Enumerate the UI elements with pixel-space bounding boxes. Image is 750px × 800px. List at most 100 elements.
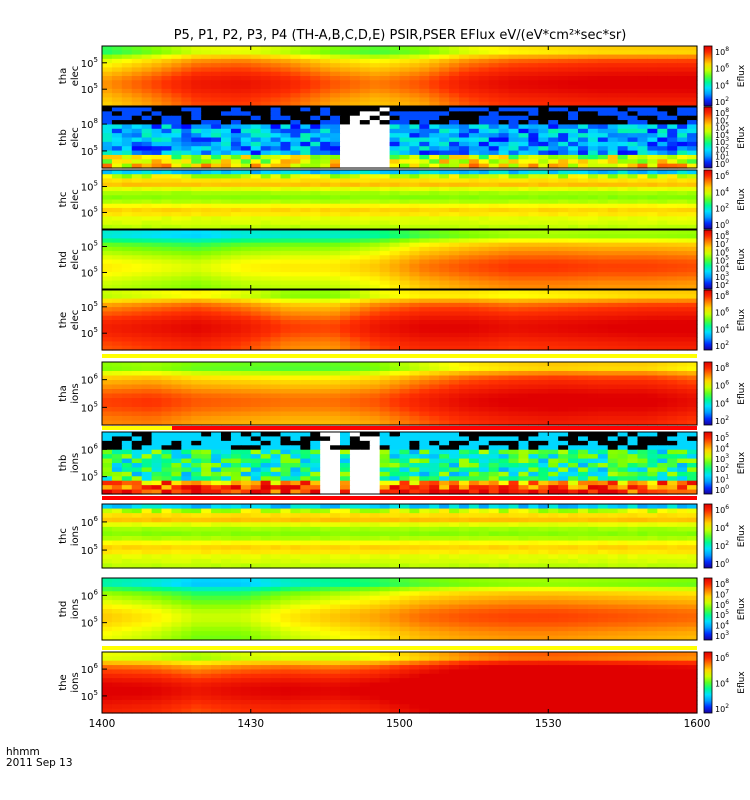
heatmap-cell [667,272,678,277]
heatmap-cell [459,320,470,325]
heatmap-cell [399,111,411,117]
heatmap-cell [597,380,609,386]
heatmap-cell [449,284,460,290]
heatmap-cell [290,384,301,390]
heatmap-cell [359,159,371,165]
heatmap-cell [320,124,331,130]
heatmap-cell [340,84,351,90]
heatmap-cell [340,320,351,325]
heatmap-cell [290,307,301,313]
heatmap-cell [320,255,331,261]
heatmap-cell [280,337,292,343]
heatmap-cell [359,251,371,256]
heatmap-cell [409,267,420,273]
heatmap-cell [449,407,460,413]
heatmap-cell [548,407,559,413]
heatmap-cell [449,212,460,217]
heatmap-cell [111,284,123,290]
heatmap-cell [250,174,262,180]
heatmap-cell [558,332,569,338]
heatmap-cell [478,284,490,290]
heatmap-cell [558,137,569,143]
heatmap-cell [131,272,143,277]
heatmap-cell [468,284,480,290]
heatmap-cell [300,290,311,295]
heatmap-cell [280,284,292,290]
heatmap-cell [230,284,242,290]
heatmap-cell [508,402,520,408]
heatmap-cell [528,255,539,261]
heatmap-cell [528,58,539,64]
heatmap-cell [439,133,450,139]
heatmap-cell [647,163,658,169]
heatmap-cell [607,332,619,338]
heatmap-cell [459,341,470,347]
heatmap-cell [349,294,361,300]
heatmap-cell [250,150,262,156]
heatmap-cell [359,120,371,126]
heatmap-cell [141,150,153,156]
heatmap-cell [627,238,639,244]
heatmap-cell [260,80,272,86]
heatmap-cell [568,58,579,64]
heatmap-cell [597,267,609,273]
heatmap-cell [379,207,391,213]
heatmap-cell [290,71,301,77]
heatmap-cell [330,170,341,175]
heatmap-cell [419,389,430,395]
heatmap-cell [102,141,113,147]
heatmap-cell [597,50,609,56]
heatmap-cell [508,341,520,347]
heatmap-cell [201,182,212,188]
heatmap-cell [627,191,639,196]
heatmap-cell [349,137,361,143]
heatmap-cell [300,284,311,290]
heatmap-cell [409,398,420,404]
heatmap-cell [687,207,698,213]
heatmap-cell [349,80,361,86]
heatmap-cell [459,267,470,273]
heatmap-cell [548,141,559,147]
heatmap-cell [478,255,490,261]
heatmap-cell [389,398,401,404]
heatmap-cell [449,230,460,235]
heatmap-cell [221,311,232,317]
heatmap-cell [478,290,490,295]
heatmap-cell [568,199,579,205]
heatmap-cell [230,315,242,321]
heatmap-cell [667,199,678,205]
heatmap-cell [677,255,688,261]
heatmap-cell [181,294,192,300]
heatmap-cell [131,298,143,304]
heatmap-cell [687,170,698,175]
heatmap-cell [459,207,470,213]
heatmap-cell [191,137,202,143]
heatmap-cell [310,101,321,107]
heatmap-cell [657,191,668,196]
heatmap-cell [498,328,510,334]
heatmap-cell [369,97,381,103]
y-tick-label: 105 [81,240,98,254]
heatmap-cell [121,220,133,226]
heatmap-cell [201,141,212,147]
heatmap-cell [627,290,639,295]
heatmap-cell [181,107,192,112]
heatmap-cell [310,341,321,347]
heatmap-cell [181,307,192,313]
heatmap-cell [330,199,341,205]
heatmap-cell [121,242,133,248]
heatmap-cell [478,63,490,69]
heatmap-cell [617,345,629,351]
heatmap-cell [191,178,202,184]
heatmap-cell [657,154,668,160]
heatmap-cell [478,154,490,160]
heatmap-cell [300,207,311,213]
heatmap-cell [121,224,133,230]
heatmap-cell [300,170,311,175]
heatmap-cell [349,195,361,201]
heatmap-cell [230,298,242,304]
heatmap-cell [578,302,589,308]
heatmap-cell [429,272,440,277]
heatmap-cell [320,230,331,235]
heatmap-cell [141,230,153,235]
